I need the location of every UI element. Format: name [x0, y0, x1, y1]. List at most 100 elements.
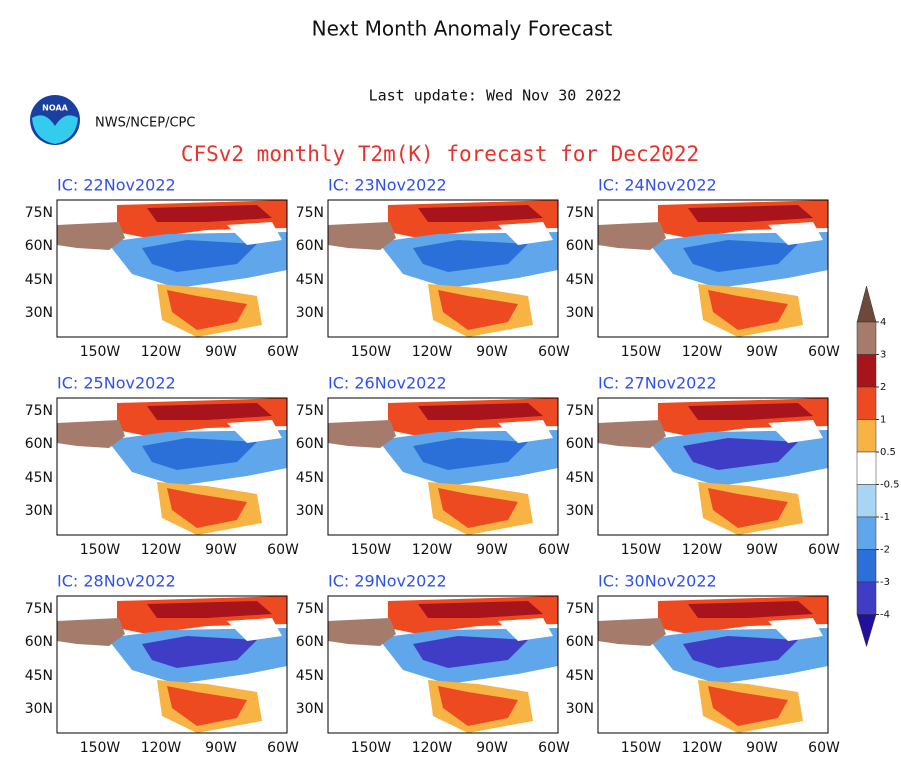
cold-core	[683, 636, 798, 668]
lat-label: 45N	[25, 668, 53, 684]
alaska	[57, 618, 125, 646]
map-fill	[57, 200, 287, 337]
snow-area	[768, 618, 823, 641]
lon-label: 90W	[205, 344, 237, 360]
lon-label: 90W	[205, 740, 237, 756]
snow-area	[498, 222, 553, 245]
cold-core	[683, 438, 798, 470]
colorbar-segment	[856, 386, 877, 420]
alaska	[328, 222, 396, 250]
north-warm-core	[147, 403, 272, 420]
colorbar-label: -0.5	[880, 480, 900, 491]
colorbar-label: -3	[880, 577, 890, 588]
lat-label: 75N	[25, 205, 53, 221]
alaska	[328, 420, 396, 448]
lat-label: 75N	[566, 205, 594, 221]
agency: NWS/NCEP/CPC	[95, 116, 195, 131]
colorbar-segment	[856, 321, 877, 355]
lon-label: 120W	[682, 740, 723, 756]
map-fill	[598, 200, 828, 337]
snow-area	[768, 420, 823, 443]
colorbar-label: -1	[880, 512, 890, 523]
colorbar-arrow-bottom	[856, 614, 877, 648]
map	[597, 199, 829, 338]
panel-title: IC: 26Nov2022	[328, 374, 447, 393]
map	[327, 397, 559, 536]
lat-label: 60N	[296, 238, 324, 254]
map	[327, 595, 559, 734]
last-update: Last update: Wed Nov 30 2022	[369, 87, 622, 105]
south-warm-core	[708, 488, 788, 528]
alaska	[598, 222, 666, 250]
south-warm-core	[438, 488, 518, 528]
lat-label: 60N	[566, 238, 594, 254]
colorbar-segment	[856, 484, 877, 518]
lon-label: 120W	[141, 542, 182, 558]
panel-title: IC: 28Nov2022	[57, 572, 176, 591]
colorbar-label: 4	[880, 317, 886, 328]
cold-core	[142, 240, 257, 272]
colorbar-label: -4	[880, 610, 890, 621]
map-frame	[327, 397, 559, 536]
map	[327, 199, 559, 338]
cold-core	[413, 636, 528, 668]
lon-label: 90W	[476, 542, 508, 558]
lon-label: 60W	[808, 740, 840, 756]
lon-label: 120W	[682, 542, 723, 558]
lat-label: 30N	[25, 305, 53, 321]
lon-label: 150W	[80, 344, 121, 360]
logo-wave	[32, 115, 78, 144]
lat-label: 45N	[25, 470, 53, 486]
map-fill	[598, 596, 828, 733]
lat-label: 45N	[25, 272, 53, 288]
map	[56, 199, 288, 338]
cold-core	[683, 240, 798, 272]
lat-label: 75N	[25, 403, 53, 419]
panel-title: IC: 24Nov2022	[598, 176, 717, 195]
south-warm-core	[438, 686, 518, 726]
lat-label: 30N	[296, 305, 324, 321]
lon-label: 90W	[746, 344, 778, 360]
map-frame	[597, 199, 829, 338]
map-frame	[327, 595, 559, 734]
alaska	[328, 618, 396, 646]
lat-label: 75N	[25, 601, 53, 617]
lat-label: 45N	[566, 272, 594, 288]
lat-label: 75N	[296, 205, 324, 221]
lon-label: 90W	[746, 740, 778, 756]
lon-label: 90W	[746, 542, 778, 558]
panel-title: IC: 29Nov2022	[328, 572, 447, 591]
lon-label: 60W	[267, 344, 299, 360]
lat-label: 45N	[566, 470, 594, 486]
map-fill	[57, 596, 287, 733]
snow-area	[227, 222, 282, 245]
lon-label: 120W	[412, 542, 453, 558]
lon-label: 150W	[351, 344, 392, 360]
lat-label: 30N	[25, 503, 53, 519]
lat-label: 60N	[566, 634, 594, 650]
map-frame	[597, 595, 829, 734]
lon-label: 150W	[351, 740, 392, 756]
lon-label: 60W	[538, 344, 570, 360]
lat-label: 30N	[296, 503, 324, 519]
cold-core	[142, 636, 257, 668]
cold-core	[142, 438, 257, 470]
lon-label: 60W	[267, 542, 299, 558]
colorbar-label: 1	[880, 415, 886, 426]
colorbar-segment	[856, 516, 877, 550]
map-frame	[56, 397, 288, 536]
logo-text: NOAA	[42, 104, 68, 113]
snow-area	[227, 420, 282, 443]
colorbar-label: 2	[880, 382, 886, 393]
north-warm-core	[688, 205, 813, 222]
north-warm-core	[147, 205, 272, 222]
cold-core	[413, 240, 528, 272]
lon-label: 150W	[80, 542, 121, 558]
lat-label: 45N	[566, 668, 594, 684]
lon-label: 60W	[808, 344, 840, 360]
lat-label: 30N	[566, 305, 594, 321]
map-fill	[328, 398, 558, 535]
map-frame	[56, 595, 288, 734]
lon-label: 120W	[412, 344, 453, 360]
